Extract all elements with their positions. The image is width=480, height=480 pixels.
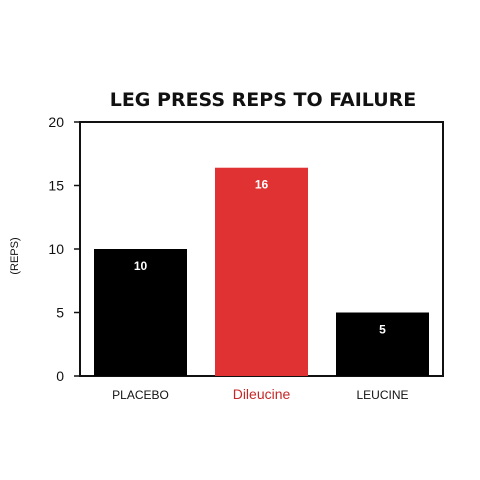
- y-tick-label: 0: [56, 368, 64, 384]
- data-label: 10: [134, 259, 148, 273]
- data-label: 16: [255, 178, 269, 192]
- bar-placebo: [94, 249, 187, 376]
- y-axis-label: (REPS): [9, 237, 21, 274]
- category-label: Dileucine: [233, 386, 291, 402]
- category-label: PLACEBO: [112, 388, 169, 402]
- bar-leucine: [336, 312, 429, 376]
- data-label: 5: [379, 323, 386, 337]
- y-tick-label: 10: [48, 241, 64, 257]
- y-tick-label: 20: [48, 114, 64, 130]
- chart-title: LEG PRESS REPS TO FAILURE: [110, 89, 417, 111]
- y-tick-label: 5: [56, 305, 64, 321]
- y-tick-label: 15: [48, 178, 64, 194]
- bar-dileucine: [215, 167, 308, 376]
- category-label: LEUCINE: [356, 388, 408, 402]
